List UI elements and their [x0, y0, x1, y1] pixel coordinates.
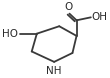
Text: NH: NH	[46, 66, 62, 76]
Text: HO: HO	[3, 29, 18, 39]
Text: O: O	[64, 2, 72, 12]
Text: OH: OH	[92, 12, 108, 22]
